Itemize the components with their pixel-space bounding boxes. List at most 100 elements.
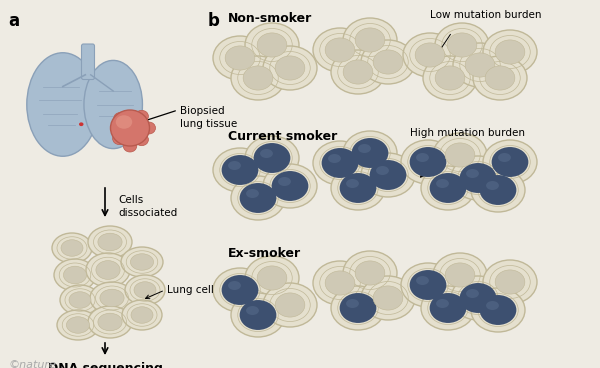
Ellipse shape — [361, 153, 415, 197]
Ellipse shape — [245, 136, 299, 180]
Ellipse shape — [239, 300, 277, 330]
Ellipse shape — [325, 38, 355, 62]
Ellipse shape — [131, 307, 153, 323]
Ellipse shape — [84, 60, 142, 149]
Text: High mutation burden: High mutation burden — [410, 128, 525, 138]
Ellipse shape — [423, 56, 477, 100]
Ellipse shape — [486, 181, 499, 190]
Ellipse shape — [246, 189, 259, 198]
Ellipse shape — [471, 168, 525, 212]
Ellipse shape — [100, 289, 124, 307]
Ellipse shape — [275, 293, 305, 317]
Ellipse shape — [361, 40, 415, 84]
Ellipse shape — [113, 132, 126, 145]
Ellipse shape — [225, 46, 255, 70]
Ellipse shape — [263, 283, 317, 327]
Ellipse shape — [416, 153, 429, 162]
Ellipse shape — [231, 56, 285, 100]
Ellipse shape — [483, 140, 537, 184]
Ellipse shape — [64, 266, 86, 284]
Ellipse shape — [421, 166, 475, 210]
Ellipse shape — [483, 260, 537, 304]
Ellipse shape — [96, 261, 120, 279]
Ellipse shape — [479, 295, 517, 325]
Ellipse shape — [415, 43, 445, 67]
Ellipse shape — [447, 33, 477, 57]
Ellipse shape — [471, 288, 525, 332]
Ellipse shape — [466, 169, 479, 178]
Ellipse shape — [142, 122, 155, 134]
Ellipse shape — [231, 293, 285, 337]
Ellipse shape — [52, 233, 92, 263]
Ellipse shape — [243, 66, 273, 90]
Ellipse shape — [343, 131, 397, 175]
Ellipse shape — [433, 253, 487, 297]
Ellipse shape — [110, 110, 149, 146]
Ellipse shape — [69, 292, 91, 308]
Ellipse shape — [435, 23, 489, 67]
Ellipse shape — [483, 30, 537, 74]
Text: Non-smoker: Non-smoker — [228, 12, 312, 25]
Ellipse shape — [376, 166, 389, 175]
Text: Current smoker: Current smoker — [228, 130, 337, 143]
Ellipse shape — [228, 281, 241, 290]
Ellipse shape — [245, 256, 299, 300]
Ellipse shape — [436, 299, 449, 308]
Ellipse shape — [346, 299, 359, 308]
Ellipse shape — [495, 40, 525, 64]
Ellipse shape — [98, 313, 122, 331]
Ellipse shape — [352, 138, 388, 168]
Ellipse shape — [401, 263, 455, 307]
Ellipse shape — [134, 282, 156, 298]
Ellipse shape — [257, 33, 287, 57]
Ellipse shape — [213, 268, 267, 312]
Ellipse shape — [416, 276, 429, 285]
Ellipse shape — [373, 286, 403, 310]
Ellipse shape — [54, 259, 96, 291]
Text: b: b — [208, 12, 220, 30]
Ellipse shape — [221, 275, 259, 305]
Ellipse shape — [60, 285, 100, 315]
Ellipse shape — [123, 140, 137, 152]
Ellipse shape — [86, 253, 130, 287]
Ellipse shape — [491, 147, 529, 177]
Text: DNA sequencing
of individual cells: DNA sequencing of individual cells — [44, 362, 166, 368]
Ellipse shape — [436, 179, 449, 188]
Ellipse shape — [135, 134, 148, 146]
Text: Low mutation burden: Low mutation burden — [430, 10, 542, 20]
FancyBboxPatch shape — [82, 44, 95, 79]
Ellipse shape — [445, 143, 475, 167]
Ellipse shape — [401, 140, 455, 184]
Ellipse shape — [98, 233, 122, 251]
Ellipse shape — [272, 171, 308, 201]
Ellipse shape — [340, 293, 376, 323]
Ellipse shape — [245, 23, 299, 67]
Ellipse shape — [116, 115, 132, 129]
Ellipse shape — [358, 144, 371, 153]
Ellipse shape — [361, 276, 415, 320]
Ellipse shape — [435, 66, 465, 90]
Ellipse shape — [486, 301, 499, 310]
Ellipse shape — [27, 53, 99, 156]
Ellipse shape — [430, 293, 466, 323]
Text: Ex-smoker: Ex-smoker — [228, 247, 301, 260]
Text: Biopsied
lung tissue: Biopsied lung tissue — [180, 106, 237, 129]
Ellipse shape — [325, 271, 355, 295]
Ellipse shape — [403, 33, 457, 77]
Ellipse shape — [231, 176, 285, 220]
Ellipse shape — [313, 261, 367, 305]
Ellipse shape — [67, 317, 89, 333]
Ellipse shape — [445, 263, 475, 287]
Ellipse shape — [79, 123, 83, 126]
Ellipse shape — [340, 173, 376, 203]
Ellipse shape — [343, 251, 397, 295]
Ellipse shape — [430, 173, 466, 203]
Ellipse shape — [453, 43, 507, 87]
Ellipse shape — [239, 183, 277, 213]
Ellipse shape — [460, 283, 496, 313]
Text: a: a — [8, 12, 19, 30]
Ellipse shape — [263, 164, 317, 208]
Ellipse shape — [328, 154, 341, 163]
Ellipse shape — [421, 286, 475, 330]
Ellipse shape — [466, 289, 479, 298]
